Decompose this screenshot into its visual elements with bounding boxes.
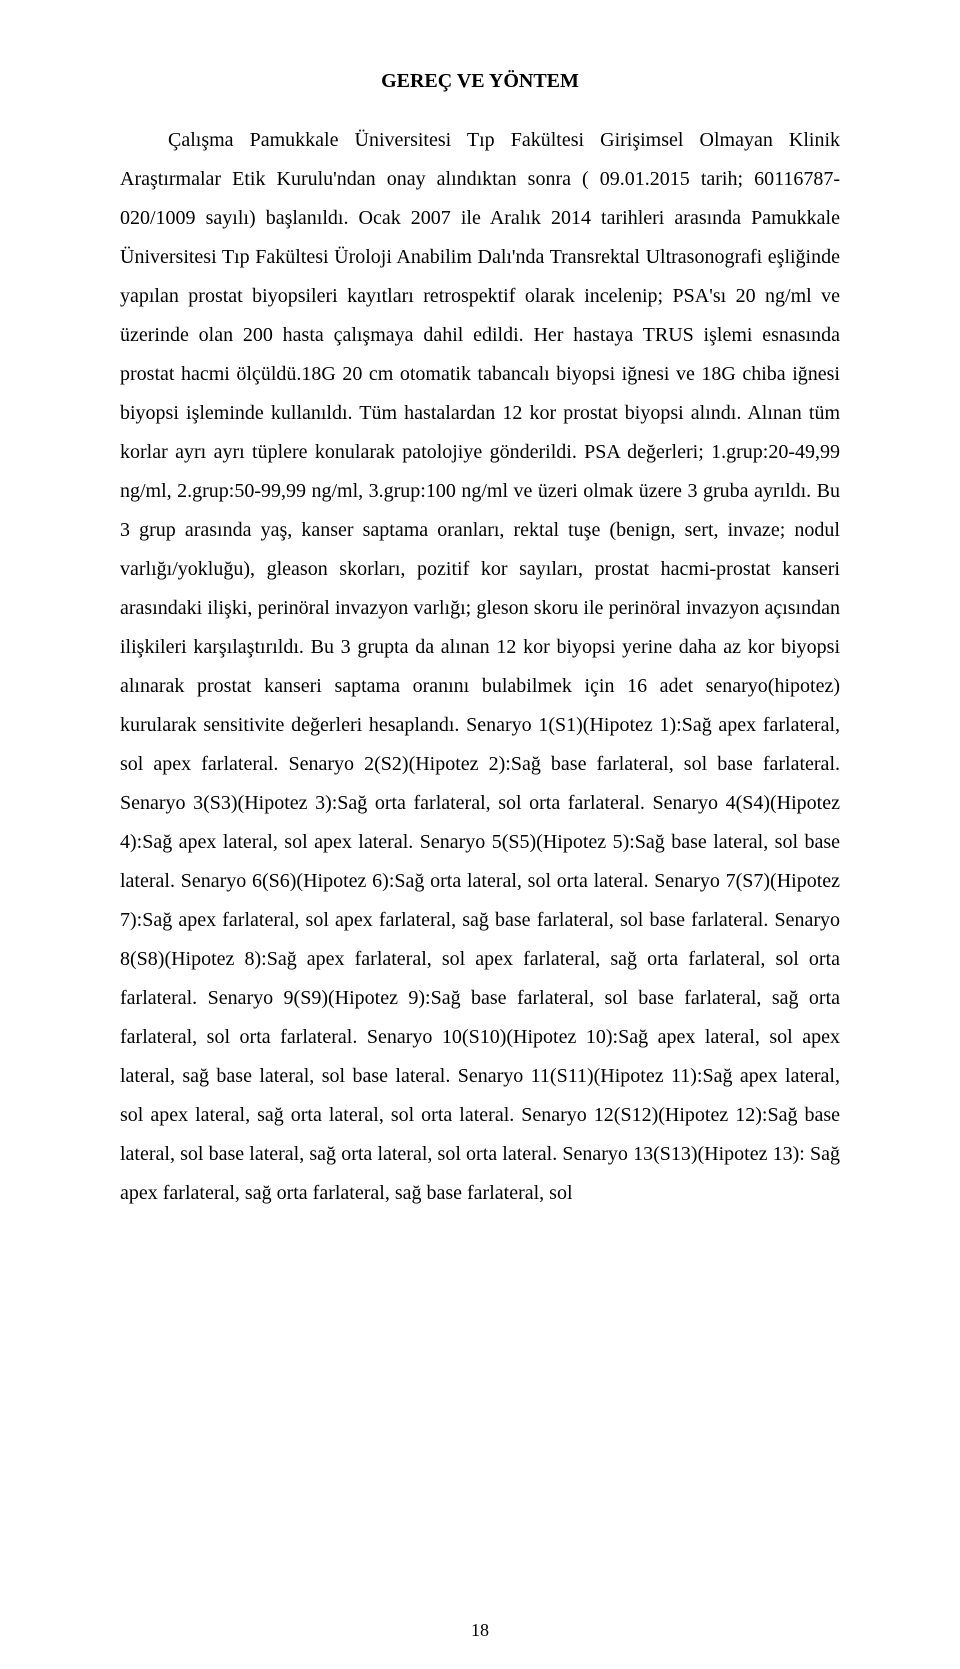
document-page: GEREÇ VE YÖNTEM Çalışma Pamukkale Üniver…: [0, 0, 960, 1669]
section-heading: GEREÇ VE YÖNTEM: [120, 70, 840, 93]
body-paragraph: Çalışma Pamukkale Üniversitesi Tıp Fakül…: [120, 121, 840, 1213]
page-number: 18: [0, 1620, 960, 1641]
